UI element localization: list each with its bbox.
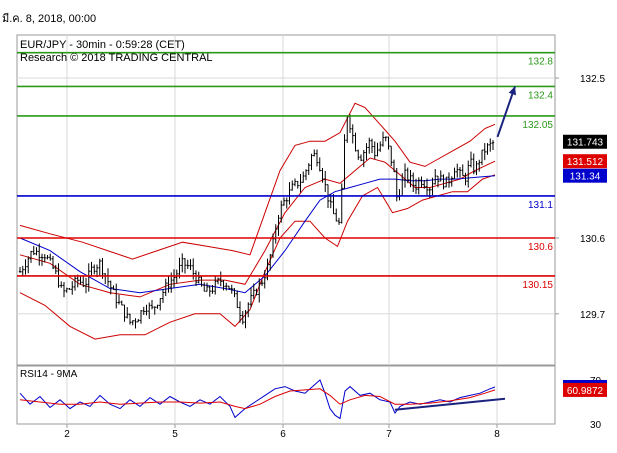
price-candles	[18, 114, 495, 329]
rsi-trendline	[394, 397, 506, 411]
bollinger-lower-line	[19, 174, 496, 340]
rsi-ma-line	[19, 388, 496, 410]
level-label: 132.05	[522, 120, 553, 131]
indicator-badge-box	[563, 168, 607, 183]
instrument-title: EUR/JPY - 30min - 0:59:28 (CET)	[20, 39, 185, 51]
rsi-badge-box	[563, 382, 607, 397]
level-label: 132.4	[528, 90, 553, 101]
support-resistance-levels: 132.8 132.4 132.05 131.1 130.6 130.15	[17, 51, 555, 291]
target-arrow-head	[508, 86, 517, 96]
rsi-line	[19, 379, 496, 420]
level-label: 130.6	[528, 242, 553, 253]
indicator-badge-label: 131.512	[567, 157, 604, 168]
level-label: 130.15	[522, 280, 553, 291]
level-label: 132.8	[528, 57, 553, 68]
rsi-lines	[19, 379, 506, 420]
indicator-badge-label: 131.34	[570, 172, 601, 183]
x-tick-label: 2	[64, 429, 70, 440]
price-panel-frame	[16, 34, 556, 366]
rsi-title: RSI14 - 9MA	[20, 369, 78, 380]
x-tick-label: 7	[386, 429, 392, 440]
x-tick-label: 6	[280, 429, 286, 440]
target-arrow-line	[496, 86, 516, 138]
date-label: มี.ค. 8, 2018, 00:00	[2, 12, 96, 25]
y-tick-label: 129.7	[580, 310, 605, 321]
research-source: Research © 2018 TRADING CENTRAL	[20, 52, 213, 64]
rsi-panel-frame	[16, 365, 556, 425]
current-price-badge-box	[563, 134, 607, 149]
rsi-badge-label: 60.9872	[567, 386, 604, 397]
y-tick-label: 132.5	[580, 74, 605, 85]
current-price-badge-label: 131.743	[567, 138, 604, 149]
x-tick-label: 8	[494, 429, 500, 440]
x-tick-label: 5	[172, 429, 178, 440]
indicator-badge-box	[563, 154, 607, 169]
level-label: 131.1	[528, 200, 553, 211]
y-tick-label: 130.6	[580, 234, 605, 245]
rsi-tick-label: 30	[590, 420, 602, 431]
bollinger-upper-line	[19, 102, 496, 260]
